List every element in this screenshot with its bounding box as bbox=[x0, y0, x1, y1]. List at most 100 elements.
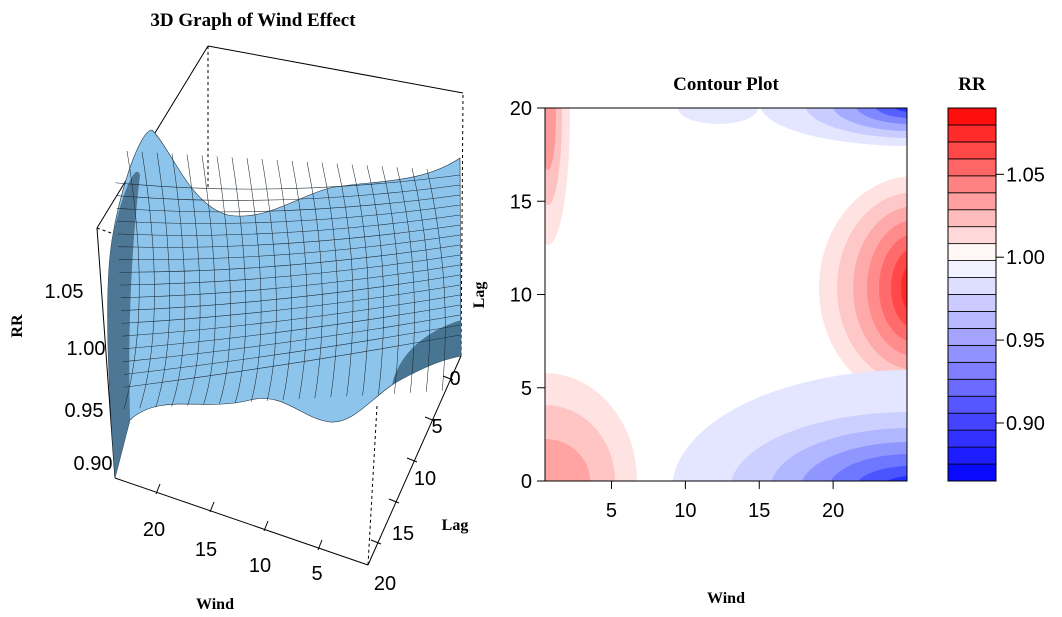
contour-blue-top-right bbox=[894, 108, 907, 112]
surface-shadow-right bbox=[392, 320, 461, 385]
legend-swatch bbox=[947, 446, 997, 465]
contour-x-axis: 5 10 15 20 bbox=[606, 481, 844, 522]
rr-tick-095: 0.95 bbox=[65, 400, 104, 422]
surface-mesh bbox=[115, 150, 461, 410]
mesh-line bbox=[120, 264, 461, 299]
mesh-line bbox=[123, 324, 461, 375]
mesh-line bbox=[117, 204, 461, 224]
mesh-line bbox=[117, 214, 461, 236]
contour-red-right bbox=[891, 250, 907, 326]
wind-tick-10: 10 bbox=[249, 555, 271, 577]
mesh-line bbox=[186, 154, 201, 406]
mesh-line bbox=[155, 152, 170, 408]
contour-red-right bbox=[879, 235, 907, 341]
rr-tick-105: 1.05 bbox=[45, 281, 84, 303]
legend-swatch bbox=[947, 429, 997, 448]
legend-tick-label: 0.90 bbox=[1006, 413, 1045, 435]
legend-swatch bbox=[947, 175, 997, 194]
legend-swatch bbox=[947, 378, 997, 397]
mesh-line bbox=[116, 194, 461, 213]
legend-swatch bbox=[947, 209, 997, 228]
y-tick-label: 15 bbox=[510, 191, 532, 213]
legend-swatch bbox=[947, 260, 997, 278]
mesh-line bbox=[123, 150, 140, 410]
wind-tick-15: 15 bbox=[195, 539, 217, 561]
legend-swatch bbox=[947, 226, 997, 245]
contour-ylabel: Lag bbox=[471, 282, 488, 309]
mesh-line bbox=[171, 153, 186, 407]
rr-tick-090: 0.90 bbox=[74, 453, 113, 475]
legend-swatch bbox=[947, 463, 997, 482]
surface-xlabel: Wind bbox=[196, 596, 234, 613]
contour-y-axis: 0 5 10 15 20 bbox=[510, 98, 545, 493]
mesh-line bbox=[118, 224, 461, 248]
mesh-line bbox=[119, 244, 461, 273]
surface-panel: 3D Graph of Wind Effect RR 1.05 1.00 0.9… bbox=[9, 10, 468, 613]
mesh-line bbox=[396, 167, 415, 393]
contour-blue-top-right bbox=[875, 108, 907, 118]
legend-swatch bbox=[947, 395, 997, 414]
surface-zlabel: RR bbox=[9, 314, 26, 338]
legend-tick-label: 1.00 bbox=[1006, 247, 1045, 269]
contour-blue-top-right bbox=[760, 108, 907, 146]
legend-frame bbox=[947, 107, 997, 482]
rr-tick-100: 1.00 bbox=[67, 338, 106, 360]
mesh-line bbox=[121, 274, 461, 311]
surface-shadow bbox=[107, 171, 140, 479]
mesh-line bbox=[351, 164, 369, 396]
legend-swatch bbox=[947, 124, 997, 143]
contour-panel: Contour Plot 0 5 10 15 20 Lag 5 10 15 20 Wind bbox=[471, 74, 908, 607]
lag-tick-15: 15 bbox=[392, 523, 414, 545]
legend-swatch bbox=[947, 192, 997, 211]
mesh-line bbox=[124, 334, 461, 388]
legend-swatch bbox=[947, 294, 997, 312]
mesh-line bbox=[119, 254, 461, 286]
mesh-line bbox=[246, 158, 262, 402]
lag-tick-20: 20 bbox=[374, 573, 396, 595]
x-tick-label: 10 bbox=[674, 500, 696, 522]
legend-swatch bbox=[947, 328, 997, 346]
contour-blue-bottom-right bbox=[771, 428, 907, 481]
mesh-line bbox=[216, 156, 231, 404]
contour-field bbox=[545, 108, 907, 481]
contour-red-bottom-left bbox=[545, 439, 590, 481]
contour-blue-bottom-right bbox=[858, 466, 907, 481]
legend-swatch bbox=[947, 243, 997, 261]
mesh-line bbox=[139, 151, 155, 409]
legend-swatch bbox=[947, 141, 997, 160]
mesh-line bbox=[122, 294, 461, 337]
lag-tick-0: 0 bbox=[449, 368, 460, 390]
mesh-line bbox=[115, 174, 461, 190]
legend-tick-label: 1.05 bbox=[1006, 164, 1045, 186]
color-legend: RR 0.90 0.95 1.00 1.05 bbox=[947, 74, 1045, 482]
mesh-line bbox=[121, 284, 461, 324]
mesh-line bbox=[122, 304, 461, 350]
mesh-line bbox=[321, 162, 338, 398]
contour-red-right bbox=[901, 266, 907, 310]
legend-swatch bbox=[947, 107, 997, 126]
mesh-line bbox=[411, 168, 431, 392]
y-tick-label: 0 bbox=[521, 471, 532, 493]
y-tick-label: 5 bbox=[521, 378, 532, 400]
surface-title: 3D Graph of Wind Effect bbox=[150, 10, 356, 31]
wind-tick-20: 20 bbox=[143, 519, 165, 541]
surface-ylabel: Lag bbox=[442, 517, 469, 534]
mesh-line bbox=[123, 314, 461, 362]
mesh-line bbox=[261, 159, 277, 401]
lag-tick-5: 5 bbox=[431, 416, 442, 438]
legend-swatch bbox=[947, 344, 997, 363]
legend-swatch bbox=[947, 311, 997, 329]
legend-swatch bbox=[947, 412, 997, 431]
mesh-line bbox=[381, 166, 400, 394]
mesh-line bbox=[116, 184, 461, 201]
legend-title: RR bbox=[958, 74, 986, 95]
mesh-line bbox=[118, 234, 461, 260]
mesh-line bbox=[276, 159, 292, 401]
mesh-line bbox=[426, 169, 446, 391]
contour-blue-top-middle bbox=[678, 108, 758, 124]
mesh-line bbox=[291, 160, 308, 400]
contour-red-top-left bbox=[545, 108, 556, 170]
y-tick-label: 10 bbox=[510, 285, 532, 307]
mesh-line bbox=[366, 165, 384, 395]
